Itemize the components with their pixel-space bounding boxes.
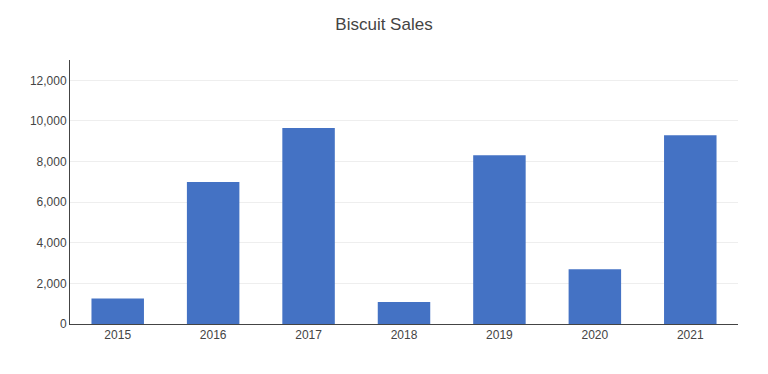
svg-text:2016: 2016 xyxy=(200,328,227,342)
svg-text:Biscuit Sales: Biscuit Sales xyxy=(335,15,432,34)
svg-text:6,000: 6,000 xyxy=(37,195,67,209)
svg-text:4,000: 4,000 xyxy=(37,236,67,250)
svg-text:2017: 2017 xyxy=(295,328,322,342)
svg-text:8,000: 8,000 xyxy=(37,155,67,169)
svg-text:10,000: 10,000 xyxy=(30,114,67,128)
svg-text:12,000: 12,000 xyxy=(30,74,67,88)
svg-text:2020: 2020 xyxy=(582,328,609,342)
svg-text:2015: 2015 xyxy=(104,328,131,342)
svg-text:2018: 2018 xyxy=(391,328,418,342)
svg-text:0: 0 xyxy=(60,317,67,331)
svg-text:2019: 2019 xyxy=(486,328,513,342)
svg-text:2021: 2021 xyxy=(677,328,704,342)
svg-text:2,000: 2,000 xyxy=(37,277,67,291)
